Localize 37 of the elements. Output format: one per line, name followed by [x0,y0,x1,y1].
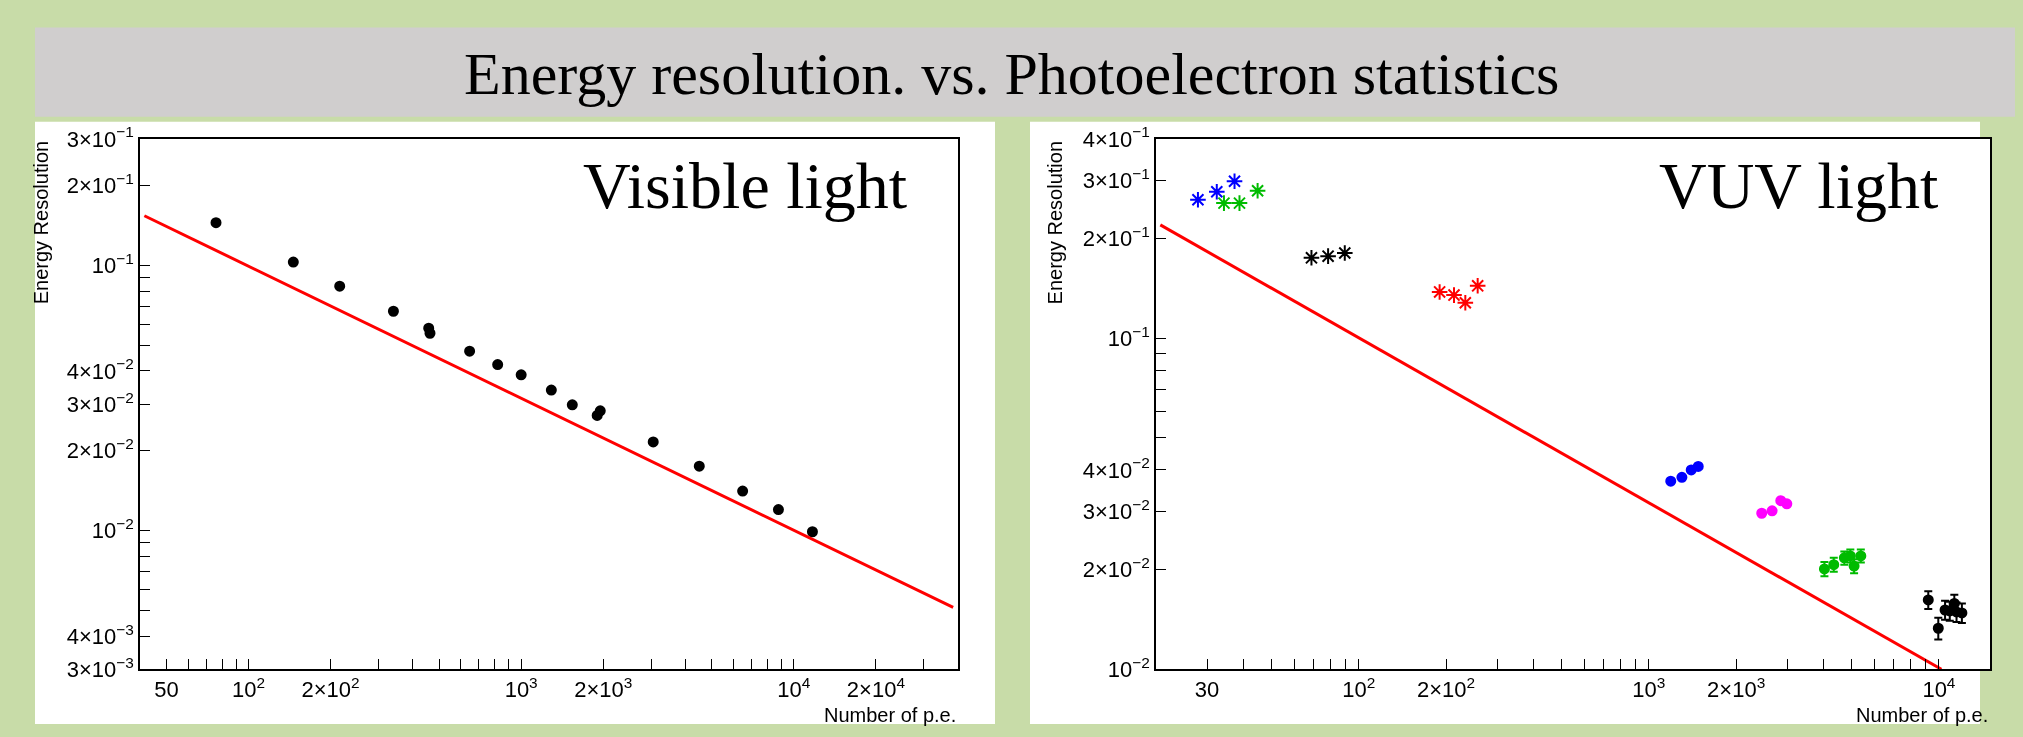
x-tick-label: 2×10$^{2}$ [1417,674,1476,703]
x-tick-label: 2×10$^{3}$ [1707,674,1766,703]
x-tick-label: 10$^{3}$ [1632,674,1666,703]
x-tick-label: 50 [154,677,179,703]
y-tick-label: 3×10$^{−2}$ [66,388,134,417]
y-tick-label: 2×10$^{−1}$ [66,170,134,199]
y-tick-label: 3×10$^{−1}$ [1082,164,1150,194]
x-axis-title: Number of p.e. [1856,704,1989,726]
x-tick-label: 30 [1194,677,1220,703]
y-tick-label: 10$^{−2}$ [1107,653,1150,682]
x-tick-label: 2×10$^{3}$ [574,674,633,703]
y-tick-label: 2×10$^{−2}$ [1082,554,1150,583]
y-tick-label: 10$^{−1}$ [91,249,134,279]
y-tick-label: 4×10$^{−2}$ [1082,454,1150,483]
y-tick-label: 3×10$^{−2}$ [1082,495,1150,525]
x-axis-title: Number of p.e. [824,704,957,726]
y-tick-label: 4×10$^{−1}$ [1082,123,1150,152]
x-tick-label: 2×10$^{2}$ [301,674,360,703]
text: Energy resolution. vs. Photoelectron statistics [464,41,1560,107]
x-tick-label: 2×10$^{4}$ [846,674,906,703]
x-tick-label: 10$^{4}$ [777,674,811,703]
y-tick-label: 2×10$^{−1}$ [1082,223,1150,252]
y-tick-label: 4×10$^{−3}$ [66,620,134,649]
y-tick-label: 3×10$^{−3}$ [66,653,134,682]
y-tick-label: 10$^{−2}$ [91,515,134,544]
y-tick-label: 2×10$^{−2}$ [66,435,134,464]
x-tick-label: 10$^{2}$ [231,674,266,703]
x-tick-label: 10$^{4}$ [1922,674,1956,703]
chart-title: Visible light [583,149,908,222]
y-tick-label: 10$^{−1}$ [1107,322,1150,351]
y-axis-title: Energy Resolution [1044,140,1067,305]
chart-title: VUV light [1659,149,1939,222]
x-tick-label: 10$^{3}$ [504,674,538,703]
y-tick-label: 4×10$^{−2}$ [66,355,134,384]
y-axis-title: Energy Resolution [30,140,53,305]
y-tick-label: 3×10$^{−1}$ [66,123,134,152]
x-tick-label: 10$^{2}$ [1342,674,1376,703]
